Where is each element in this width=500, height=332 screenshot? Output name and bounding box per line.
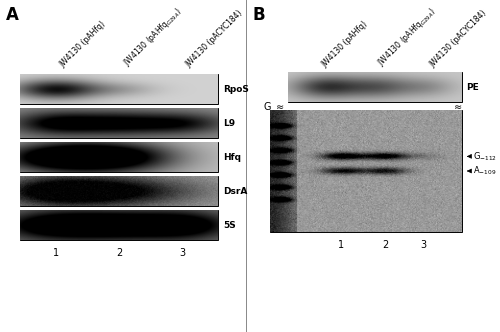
Text: G: G [264,102,272,112]
Text: PE: PE [466,82,479,92]
Bar [288,72,462,102]
Text: 3: 3 [420,240,426,250]
Text: ≈: ≈ [454,102,462,112]
Text: L9: L9 [223,119,235,127]
Text: 1: 1 [52,248,59,258]
Bar [20,142,218,172]
Text: Hfq: Hfq [223,152,241,161]
Text: 2: 2 [382,240,388,250]
Text: 3: 3 [180,248,186,258]
Text: DsrA: DsrA [223,187,248,196]
Text: JW4130 (pAHfq): JW4130 (pAHfq) [58,20,107,69]
Text: ≈: ≈ [276,102,284,112]
Text: 1: 1 [338,240,344,250]
Text: A$_{-109}$: A$_{-109}$ [473,165,496,177]
Text: A: A [6,6,19,24]
Text: JW4130 (pACYC184): JW4130 (pACYC184) [184,9,245,69]
Text: JW4130 (pACYC184): JW4130 (pACYC184) [428,9,488,69]
Bar [20,176,218,206]
Text: RpoS: RpoS [223,85,249,94]
Bar [20,210,218,240]
Text: 5S: 5S [223,220,236,229]
Text: JW4130 (pAHfq): JW4130 (pAHfq) [320,20,370,69]
Bar [270,110,462,232]
Text: JW4130 (pAHfq$_{G29A}$): JW4130 (pAHfq$_{G29A}$) [121,5,185,69]
Bar [20,74,218,104]
Text: JW4130 (pAHfq$_{G29A}$): JW4130 (pAHfq$_{G29A}$) [375,5,439,69]
Text: G$_{-112}$: G$_{-112}$ [473,150,497,163]
Text: 2: 2 [116,248,122,258]
Bar [20,108,218,138]
Text: B: B [252,6,264,24]
